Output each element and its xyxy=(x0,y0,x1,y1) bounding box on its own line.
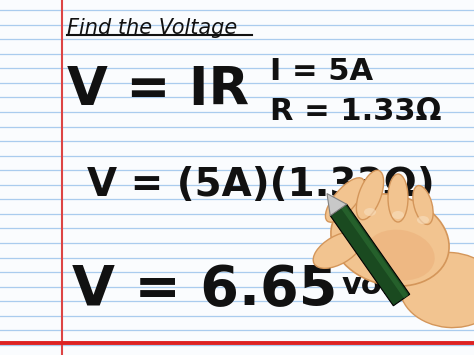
Ellipse shape xyxy=(331,194,449,286)
Ellipse shape xyxy=(356,170,383,220)
Ellipse shape xyxy=(413,186,433,224)
Ellipse shape xyxy=(392,211,404,219)
Polygon shape xyxy=(330,204,410,306)
Ellipse shape xyxy=(365,230,435,280)
Text: R = 1.33Ω: R = 1.33Ω xyxy=(270,98,441,126)
Text: V = (5A)(1.33Ω): V = (5A)(1.33Ω) xyxy=(87,166,434,204)
Text: Find the Voltage: Find the Voltage xyxy=(67,18,237,38)
Text: volts: volts xyxy=(342,272,426,300)
Ellipse shape xyxy=(364,208,376,216)
Ellipse shape xyxy=(388,174,408,222)
Bar xyxy=(0,195,320,355)
Ellipse shape xyxy=(339,211,351,219)
Ellipse shape xyxy=(400,252,474,328)
Text: I = 5A: I = 5A xyxy=(270,58,373,87)
Text: V = IR: V = IR xyxy=(67,64,249,116)
Ellipse shape xyxy=(313,232,363,268)
Polygon shape xyxy=(341,205,408,298)
Text: V = 6.65: V = 6.65 xyxy=(72,263,337,317)
Polygon shape xyxy=(327,193,346,216)
Ellipse shape xyxy=(326,178,365,222)
Ellipse shape xyxy=(417,216,429,224)
